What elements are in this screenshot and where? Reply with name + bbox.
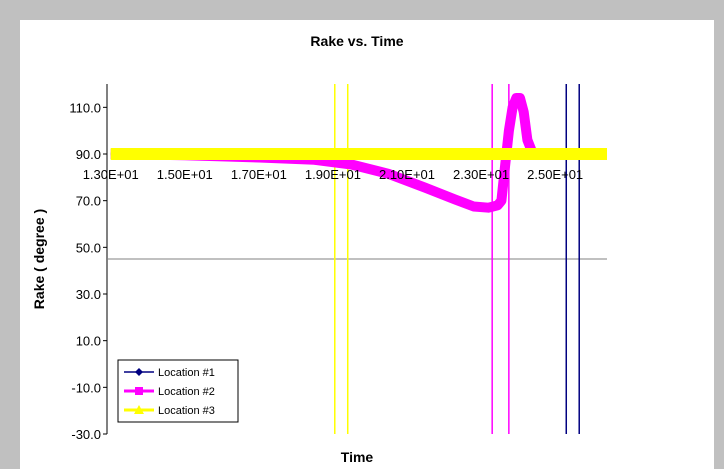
y-tick-label: 110.0 xyxy=(69,100,101,115)
legend-label: Location #1 xyxy=(158,367,215,379)
x-tick-label: 2.30E+01 xyxy=(453,167,509,182)
y-tick-label: -30.0 xyxy=(71,427,101,442)
chart-title: Rake vs. Time xyxy=(310,33,403,49)
y-tick-label: 70.0 xyxy=(76,194,101,209)
chart-svg: Rake vs. Time Rake ( degree ) Time -30.0… xyxy=(31,33,607,465)
y-tick-label: -10.0 xyxy=(71,380,101,395)
legend-label: Location #3 xyxy=(158,405,215,417)
legend-label: Location #2 xyxy=(158,386,215,398)
chart-area: Rake vs. Time Rake ( degree ) Time -30.0… xyxy=(20,20,714,469)
x-tick-label: 1.90E+01 xyxy=(305,167,361,182)
plot-layer: -30.0 -10.0 10.0 30.0 50.0 70.0 90.0 110.0 1.30E… xyxy=(69,84,607,442)
legend-marker xyxy=(135,368,143,376)
x-tick-label: 1.50E+01 xyxy=(157,167,213,182)
y-tick-label: 30.0 xyxy=(76,287,101,302)
x-tick-label: 1.30E+01 xyxy=(83,167,139,182)
legend-marker xyxy=(135,387,143,395)
legend-marker xyxy=(134,405,144,414)
legend: Location #1 Location #2 Location #3 xyxy=(117,359,239,423)
x-tick-label: 2.50E+01 xyxy=(527,167,583,182)
x-tick-label: 2.10E+01 xyxy=(379,167,435,182)
y-tick-label: 10.0 xyxy=(76,334,101,349)
y-axis-title: Rake ( degree ) xyxy=(31,209,47,309)
y-tick-label: 50.0 xyxy=(76,240,101,255)
series-line xyxy=(110,93,607,213)
x-tick-label: 1.70E+01 xyxy=(231,167,287,182)
y-tick-label: 90.0 xyxy=(76,147,101,162)
x-axis-title: Time xyxy=(341,449,374,465)
